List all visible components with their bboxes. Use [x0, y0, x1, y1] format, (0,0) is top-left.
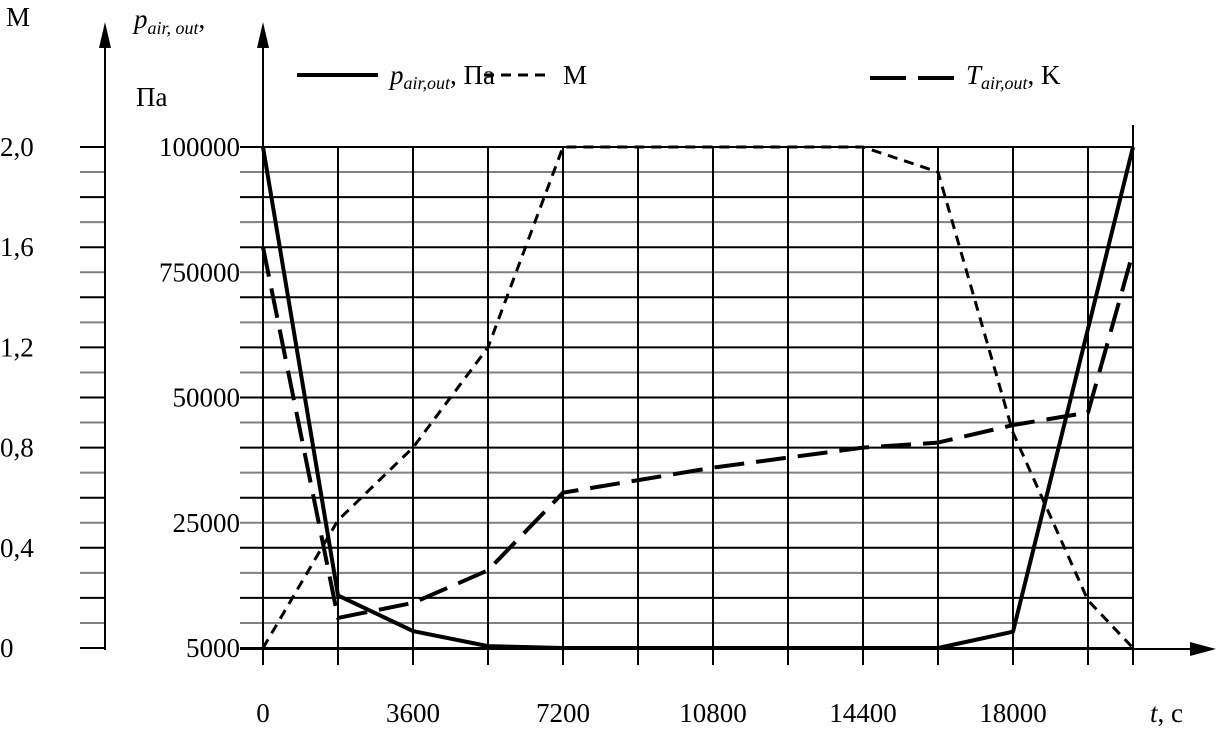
x-tick-label: 0: [256, 698, 270, 728]
y-axis-arrow-icon: [257, 22, 269, 48]
legend-pressure-subscript: air,out: [404, 73, 452, 93]
legend-temperature-symbol: T: [966, 60, 983, 90]
pressure-tick-label: 100000: [159, 132, 240, 162]
x-axis-title: t, с: [1150, 698, 1183, 728]
x-tick-label: 7200: [536, 698, 590, 728]
pressure-axis-comma: ,: [199, 4, 206, 34]
x-tick-label: 18000: [979, 698, 1047, 728]
series-temperature-line: [261, 246, 1135, 620]
legend-temperature-label: Tair,out, K: [966, 60, 1061, 93]
pressure-axis-title: pair, out,: [132, 4, 205, 38]
legend-mach-label: M: [563, 60, 587, 90]
x-tick-label: 10800: [679, 698, 747, 728]
series-mach-line: [261, 145, 1135, 650]
m-axis-title: M: [6, 2, 30, 32]
m-tick-label: 0,8: [0, 433, 34, 463]
m-tick-label: 1,2: [0, 332, 34, 362]
pressure-axis-arrow-icon: [99, 22, 111, 48]
m-tick-label: 0: [0, 633, 14, 663]
m-tick-label: 2,0: [0, 132, 34, 162]
pressure-tick-label: 25000: [173, 508, 241, 538]
series-pressure-line: [261, 146, 1135, 650]
m-tick-labels: 0 0,4 0,8 1,2 1,6 2,0: [0, 132, 34, 663]
legend-pressure-label: pair,out, Па: [388, 60, 495, 93]
legend-pressure-symbol: p: [388, 60, 404, 90]
x-axis-arrow-icon: [1190, 642, 1216, 656]
legend: pair,out, Па M Tair,out, K: [297, 60, 1061, 93]
pressure-tick-label: 5000: [186, 633, 240, 663]
grid: [80, 125, 1134, 665]
legend-temperature-subscript: air,out: [981, 73, 1029, 93]
legend-temperature-unit: , K: [1028, 60, 1062, 90]
m-tick-label: 0,4: [0, 533, 34, 563]
m-tick-label: 1,6: [0, 232, 34, 262]
pressure-tick-label: 750000: [159, 257, 240, 287]
pressure-axis-unit: Па: [136, 82, 167, 112]
x-axis-unit: , с: [1158, 698, 1184, 728]
x-tick-label: 14400: [829, 698, 897, 728]
x-tick-label: 3600: [386, 698, 440, 728]
x-axis-symbol: t: [1150, 698, 1159, 728]
pressure-axis-symbol: p: [132, 4, 148, 34]
x-tick-labels: 0 3600 7200 10800 14400 18000: [256, 698, 1047, 728]
axes: [99, 22, 1216, 665]
series-lines: [261, 145, 1135, 650]
pressure-tick-labels: 5000 25000 50000 750000 100000: [159, 132, 240, 663]
pressure-tick-label: 50000: [173, 383, 241, 413]
pressure-axis-subscript: air, out: [148, 18, 200, 38]
